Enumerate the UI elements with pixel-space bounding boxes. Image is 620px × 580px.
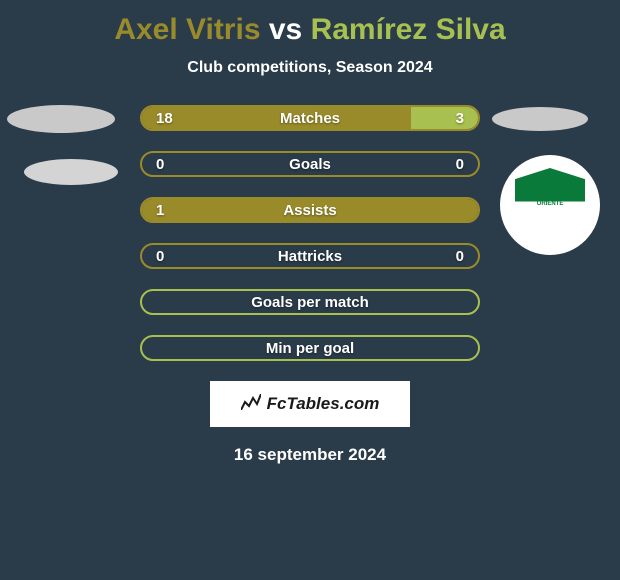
stat-label: Goals per match xyxy=(251,294,369,311)
stat-bar: Goals per match xyxy=(140,289,480,315)
stat-bar: Hattricks 0 0 xyxy=(140,243,480,269)
bar-fill-left xyxy=(142,107,411,129)
stat-bar: Matches 18 3 xyxy=(140,105,480,131)
stat-bar: Assists 1 xyxy=(140,197,480,223)
page-title: Axel Vitris vs Ramírez Silva xyxy=(0,13,620,47)
player2-club-badge: ORIENTE xyxy=(500,155,600,255)
subtitle: Club competitions, Season 2024 xyxy=(0,59,620,77)
stat-label: Hattricks xyxy=(278,248,342,265)
player1-photo-placeholder xyxy=(7,105,115,133)
player1-name: Axel Vitris xyxy=(114,13,260,46)
stat-label: Assists xyxy=(283,202,336,219)
content-area: ORIENTE Matches 18 3 Goals 0 0 Assists 1 Hattric… xyxy=(0,105,620,465)
stat-value-right: 3 xyxy=(456,110,464,127)
bar-fill-right xyxy=(411,107,478,129)
stat-value-left: 0 xyxy=(156,248,164,265)
stats-bars: Matches183Goals00Assists1Hattricks00Goal… xyxy=(140,105,480,361)
player2-photo-placeholder xyxy=(492,107,588,131)
player2-name: Ramírez Silva xyxy=(311,13,506,46)
stat-label: Min per goal xyxy=(266,340,354,357)
chart-icon xyxy=(241,394,261,415)
brand-badge: FcTables.com xyxy=(210,381,410,427)
brand-text: FcTables.com xyxy=(267,394,380,414)
stat-bar: Goals 0 0 xyxy=(140,151,480,177)
stat-value-left: 18 xyxy=(156,110,173,127)
vs-text: vs xyxy=(269,13,302,46)
stat-label: Matches xyxy=(280,110,340,127)
player1-club-placeholder xyxy=(24,159,118,185)
stat-bar: Min per goal xyxy=(140,335,480,361)
stat-value-left: 1 xyxy=(156,202,164,219)
comparison-container: Axel Vitris vs Ramírez Silva Club compet… xyxy=(0,0,620,465)
stat-value-right: 0 xyxy=(456,156,464,173)
stat-value-left: 0 xyxy=(156,156,164,173)
stat-label: Goals xyxy=(289,156,331,173)
stat-value-right: 0 xyxy=(456,248,464,265)
club-shield-icon: ORIENTE xyxy=(515,168,585,242)
date-text: 16 september 2024 xyxy=(0,445,620,465)
club-shield-text: ORIENTE xyxy=(537,201,564,207)
